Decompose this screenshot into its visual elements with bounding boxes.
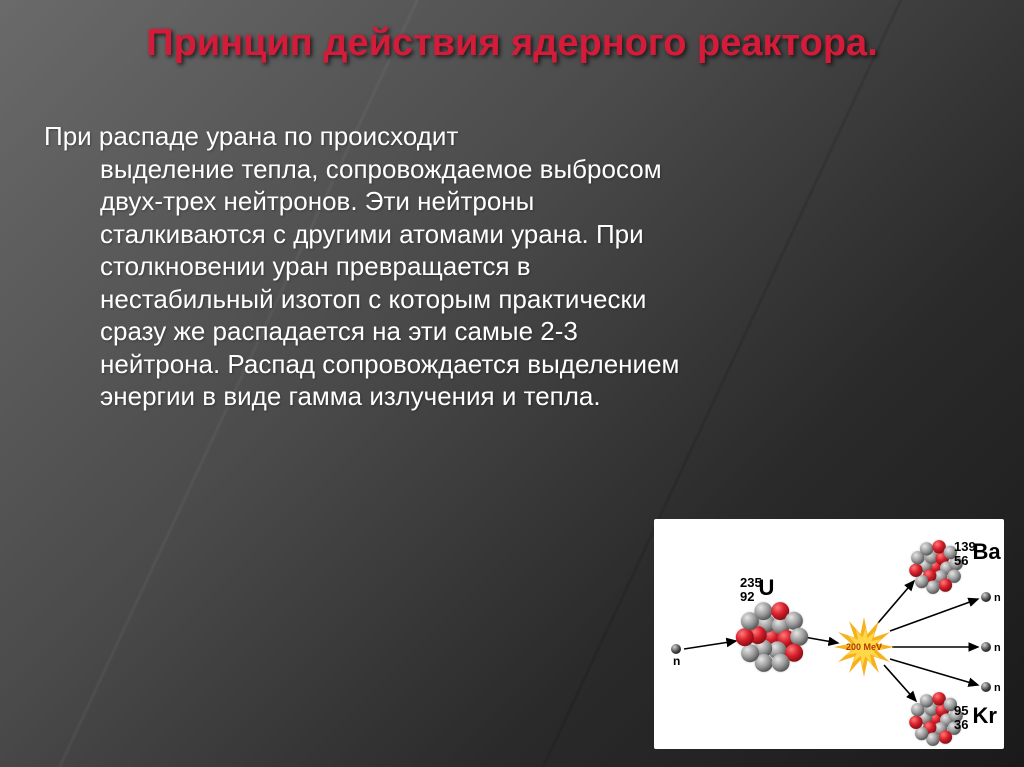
incoming-neutron: [671, 644, 681, 654]
uranium-label: 23592U: [740, 575, 774, 604]
svg-text:200 MeV: 200 MeV: [846, 642, 882, 652]
fission-diagram: n 23592U 200 MeV 13956Ba 9536Kr n n n: [654, 519, 1004, 749]
fission-svg: n 23592U 200 MeV 13956Ba 9536Kr n n n: [654, 519, 1004, 749]
svg-text:n: n: [994, 682, 1001, 694]
svg-text:n: n: [994, 592, 1001, 604]
body-paragraph: При распаде урана по происходит выделени…: [44, 120, 704, 413]
page-title: Принцип действия ядерного реактора.: [146, 22, 878, 65]
barium-label: 13956Ba: [954, 539, 1001, 568]
uranium-nucleus: [736, 602, 808, 672]
incoming-neutron-label: n: [673, 654, 680, 668]
energy-flash: 200 MeV: [834, 617, 894, 677]
krypton-label: 9536Kr: [954, 703, 997, 732]
outgoing-neutrons: n n n: [981, 592, 1001, 694]
paragraph-rest: выделение тепла, сопровождаемое выбросом…: [44, 153, 704, 413]
paragraph-first-line: При распаде урана по происходит: [44, 120, 704, 153]
arrows: [684, 581, 978, 701]
svg-text:n: n: [994, 642, 1001, 654]
